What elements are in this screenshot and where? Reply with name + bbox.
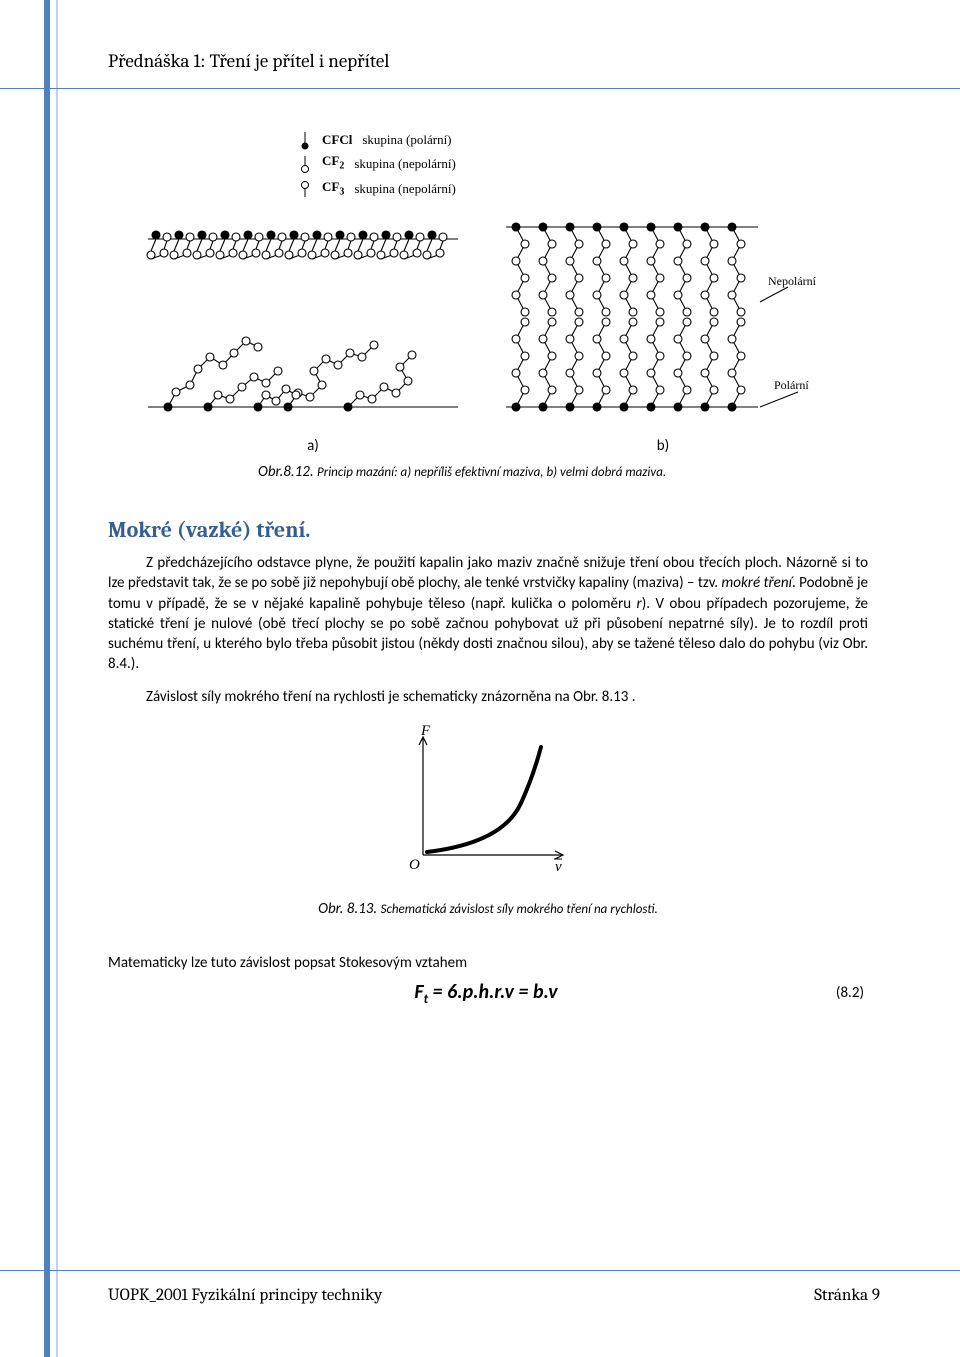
graph-caption: Obr. 8.13. Schematická závislost síly mo… — [108, 900, 868, 918]
graph-caption-text: Schematická závislost síly mokrého tření… — [381, 902, 658, 917]
p1-ital: mokré tření — [721, 574, 792, 592]
equation: Ft = 6.p.h.r.v = b.v — [360, 980, 612, 1007]
equation-row: Ft = 6.p.h.r.v = b.v (8.2) — [108, 980, 868, 1007]
figure-caption: Obr.8.12. Princip mazání: a) nepříliš ef… — [258, 463, 838, 481]
eq-rest: = 6.p.h.r.v = b.v — [428, 980, 558, 1004]
graph-ref: Obr. 8.13. — [318, 900, 377, 918]
legend-label: CF3 — [322, 178, 344, 202]
legend-row: CF3 skupina (nepolární) — [298, 178, 838, 202]
legend-desc: skupina (nepolární) — [354, 180, 455, 198]
page-header: Přednáška 1: Tření je přítel i nepřítel — [108, 50, 880, 72]
legend-symbol-open — [298, 154, 312, 174]
footer-rule — [0, 1270, 960, 1271]
legend-label: CF2 — [322, 152, 344, 176]
content-column: CFCl skupina (polární) CF2 skupina (nepo… — [108, 130, 868, 1007]
legend-label-sub: 2 — [339, 161, 344, 172]
margin-band — [44, 0, 50, 1357]
figure-8-12: CFCl skupina (polární) CF2 skupina (nepo… — [138, 130, 838, 481]
legend-label-sub: 3 — [339, 186, 344, 197]
svg-text:Nepolární: Nepolární — [768, 274, 817, 288]
legend-label-text: CF — [322, 153, 339, 168]
legend-desc: skupina (nepolární) — [354, 155, 455, 173]
svg-text:Polární: Polární — [774, 378, 809, 392]
equation-number: (8.2) — [612, 984, 868, 1002]
legend-row: CFCl skupina (polární) — [298, 130, 838, 150]
figure-legend: CFCl skupina (polární) CF2 skupina (nepo… — [298, 130, 838, 201]
paragraph-1: Z předcházejícího odstavce plyne, že pou… — [108, 553, 868, 675]
panel-a-svg — [138, 207, 468, 427]
svg-text:v: v — [555, 859, 562, 875]
legend-desc: skupina (polární) — [362, 131, 451, 149]
eq-lhs: F — [414, 980, 423, 1004]
panel-b-svg: Nepolární Polární — [498, 207, 838, 427]
legend-label: CFCl — [322, 131, 352, 149]
figure-8-13: F Ov — [108, 725, 868, 880]
margin-band-inner — [56, 0, 58, 1357]
page-footer: UOPK_2001 Fyzikální principy techniky St… — [108, 1286, 880, 1305]
figure-caption-text: Princip mazání: a) nepříliš efektivní ma… — [317, 465, 666, 480]
svg-text:O: O — [409, 857, 420, 873]
page: Přednáška 1: Tření je přítel i nepřítel … — [0, 0, 960, 1357]
graph-svg: F Ov — [393, 725, 583, 875]
figure-ref: Obr.8.12. — [258, 463, 314, 481]
legend-label-text: CF — [322, 179, 339, 194]
legend-row: CF2 skupina (nepolární) — [298, 152, 838, 176]
paragraph-2: Závislost síly mokrého tření na rychlost… — [108, 687, 868, 707]
math-intro-line: Matematicky lze tuto závislost popsat St… — [108, 954, 868, 972]
footer-left: UOPK_2001 Fyzikální principy techniky — [108, 1286, 382, 1305]
section-heading: Mokré (vazké) tření. — [108, 517, 868, 543]
panel-b-label: b) — [488, 437, 838, 455]
panel-a-label: a) — [138, 437, 488, 455]
panel-labels: a) b) — [138, 437, 838, 455]
legend-symbol-tail — [298, 179, 312, 199]
svg-text:F: F — [420, 725, 431, 739]
footer-right: Stránka 9 — [814, 1286, 880, 1305]
figure-panels: Nepolární Polární — [138, 207, 838, 427]
header-rule — [0, 88, 960, 89]
legend-symbol-filled — [298, 130, 312, 150]
